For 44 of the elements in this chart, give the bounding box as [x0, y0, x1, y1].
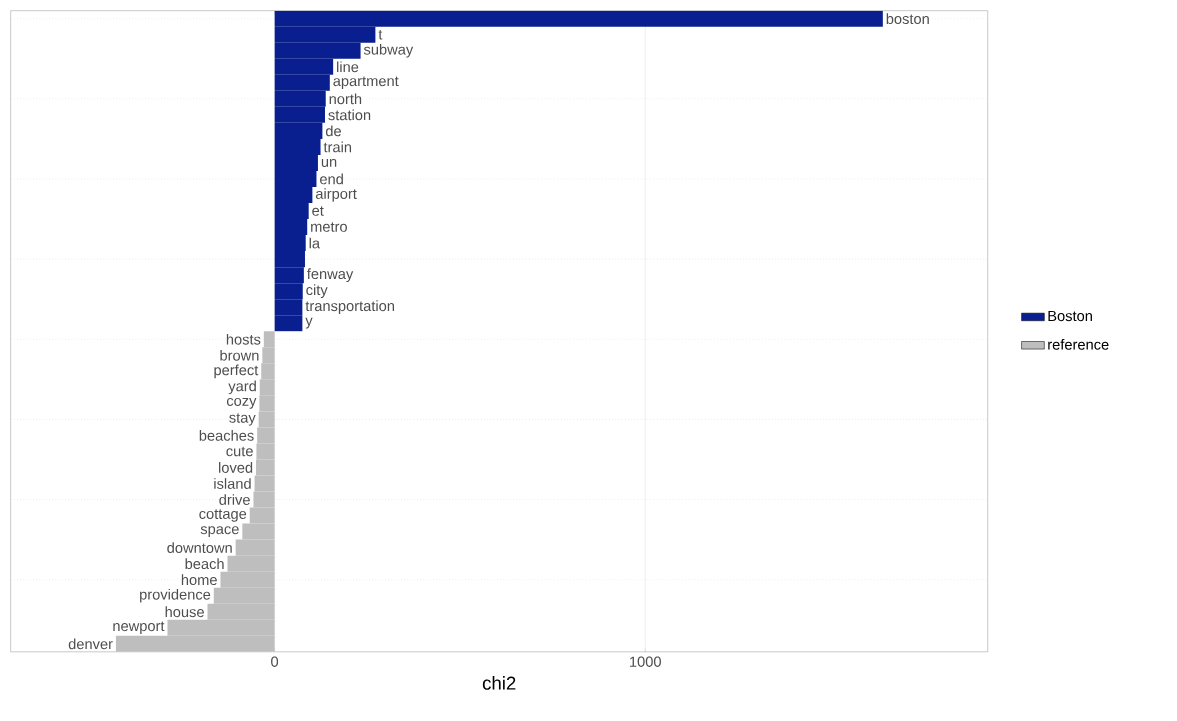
y-tick-label: cozy: [226, 397, 257, 409]
y-tick-label: providence: [140, 588, 211, 603]
y-tick-label: subway: [363, 43, 414, 58]
y-tick-label: downtown: [167, 542, 232, 553]
y-tick-label: boston: [886, 13, 929, 24]
y-tick-label: apartment: [333, 76, 399, 89]
y-tick-label: airport: [315, 188, 357, 202]
y-tick-label: end: [320, 173, 343, 185]
y-tick-label: un: [321, 158, 337, 167]
legend-label: reference: [1048, 338, 1109, 350]
y-tick-label: transportation: [305, 300, 394, 314]
y-tick-label: loved: [219, 462, 253, 473]
y-tick-label: stay: [229, 413, 256, 426]
y-tick-label: home: [181, 574, 217, 586]
legend-label: Boston: [1048, 310, 1092, 322]
y-tick-label: cute: [226, 446, 253, 457]
x-axis-title: chi2: [482, 676, 516, 690]
x-tick-label: 1000: [630, 656, 661, 667]
y-tick-label: beach: [185, 558, 224, 569]
y-tick-label: de: [325, 125, 341, 137]
y-tick-label: y: [305, 317, 313, 329]
y-tick-label: hosts: [226, 333, 261, 345]
y-tick-label: perfect: [214, 364, 259, 379]
y-tick-label: island: [214, 478, 251, 489]
y-tick-label: brown: [220, 349, 259, 361]
y-tick-label: yard: [228, 380, 256, 395]
y-tick-label: denver: [68, 638, 113, 650]
y-tick-label: train: [323, 141, 352, 153]
y-tick-label: station: [328, 109, 371, 121]
y-tick-label: north: [329, 93, 362, 105]
y-tick-label: house: [165, 606, 204, 618]
y-tick-label: cottage: [199, 509, 247, 522]
x-tick-label: 0: [271, 656, 279, 667]
y-tick-label: space: [200, 526, 239, 537]
y-tick-label: la: [309, 237, 321, 249]
y-tick-label: drive: [219, 494, 250, 505]
y-tick-label: fenway: [307, 268, 354, 282]
y-tick-label: city: [306, 284, 328, 298]
y-tick-label: beaches: [199, 429, 254, 441]
y-tick-label: line: [337, 61, 359, 73]
y-tick-label: et: [312, 206, 324, 216]
y-tick-label: newport: [113, 621, 165, 634]
y-tick-label: t: [378, 29, 383, 40]
y-tick-label: metro: [311, 222, 347, 232]
